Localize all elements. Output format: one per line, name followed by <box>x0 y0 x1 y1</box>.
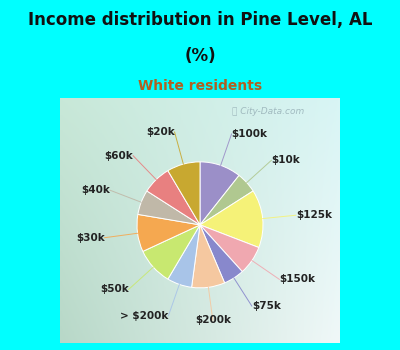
Text: ⓘ City-Data.com: ⓘ City-Data.com <box>232 107 304 116</box>
Text: > $200k: > $200k <box>120 311 168 321</box>
Text: $10k: $10k <box>271 155 300 165</box>
Wedge shape <box>200 225 242 283</box>
Wedge shape <box>200 225 259 272</box>
Wedge shape <box>192 225 224 288</box>
Wedge shape <box>200 175 253 225</box>
Text: (%): (%) <box>184 47 216 65</box>
Text: $60k: $60k <box>104 151 133 161</box>
Wedge shape <box>143 225 200 279</box>
Wedge shape <box>137 215 200 251</box>
Text: $50k: $50k <box>100 285 129 294</box>
Wedge shape <box>168 162 200 225</box>
Text: $30k: $30k <box>76 233 105 243</box>
Text: $125k: $125k <box>296 210 332 220</box>
Text: $75k: $75k <box>252 301 281 311</box>
Text: $100k: $100k <box>232 129 268 139</box>
Wedge shape <box>200 162 239 225</box>
Wedge shape <box>147 171 200 225</box>
Wedge shape <box>138 191 200 225</box>
Text: $200k: $200k <box>195 315 231 325</box>
Text: $150k: $150k <box>279 274 315 284</box>
Text: $20k: $20k <box>146 127 174 137</box>
Wedge shape <box>168 225 200 287</box>
Text: $40k: $40k <box>81 185 110 195</box>
Text: White residents: White residents <box>138 79 262 93</box>
Text: Income distribution in Pine Level, AL: Income distribution in Pine Level, AL <box>28 10 372 28</box>
Wedge shape <box>200 191 263 247</box>
